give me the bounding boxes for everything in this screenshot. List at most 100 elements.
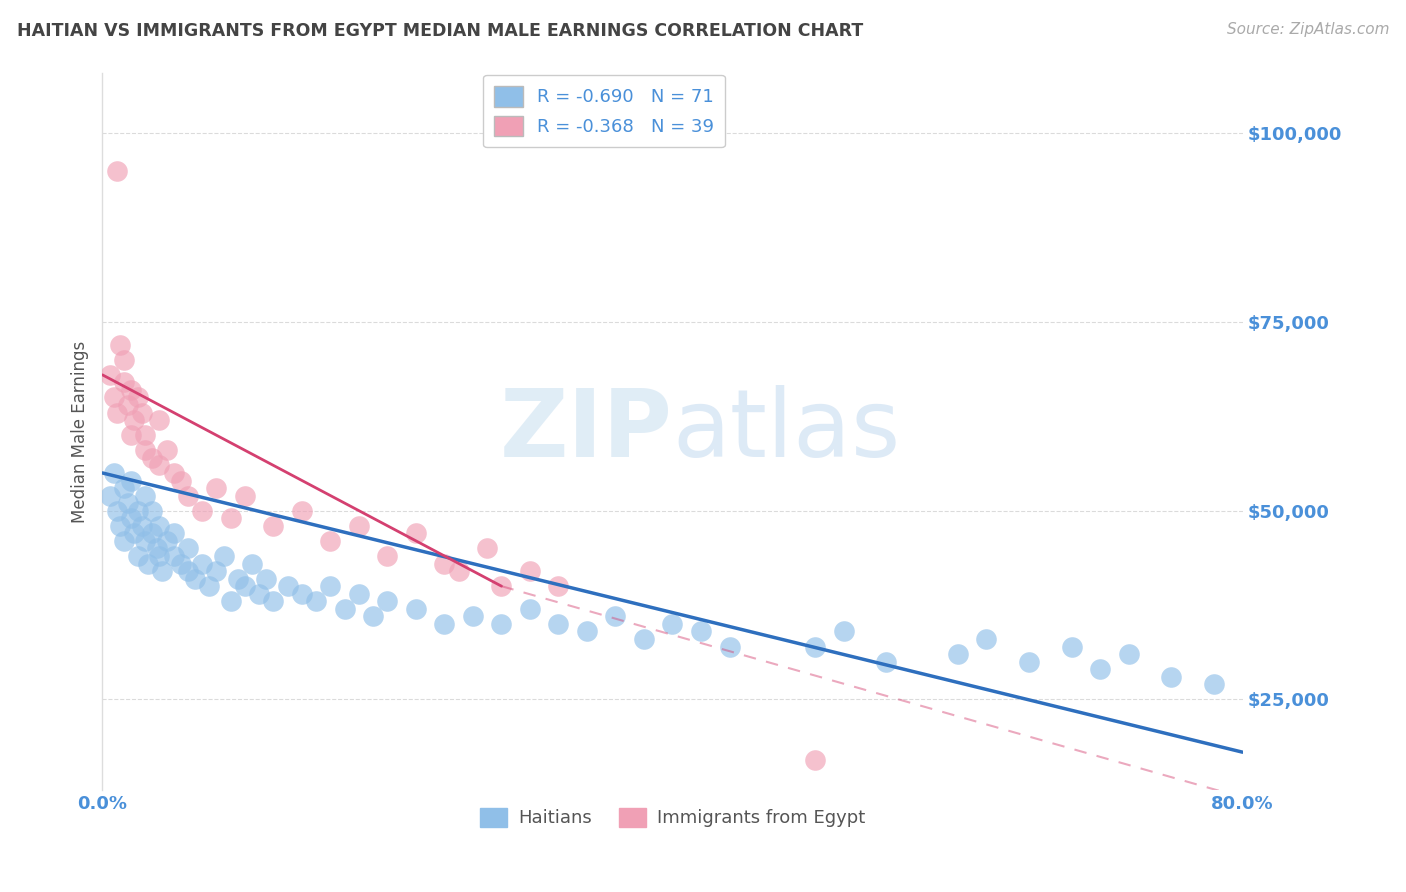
- Point: [163, 549, 186, 563]
- Point: [1118, 647, 1140, 661]
- Point: [291, 504, 314, 518]
- Point: [148, 413, 170, 427]
- Point: [461, 609, 484, 624]
- Point: [112, 376, 135, 390]
- Point: [131, 406, 153, 420]
- Point: [875, 655, 897, 669]
- Point: [191, 557, 214, 571]
- Point: [105, 504, 128, 518]
- Point: [122, 413, 145, 427]
- Point: [117, 496, 139, 510]
- Point: [177, 541, 200, 556]
- Point: [170, 557, 193, 571]
- Point: [112, 533, 135, 548]
- Point: [262, 518, 284, 533]
- Point: [377, 549, 399, 563]
- Point: [134, 533, 156, 548]
- Point: [98, 368, 121, 382]
- Point: [262, 594, 284, 608]
- Point: [347, 587, 370, 601]
- Point: [108, 518, 131, 533]
- Point: [136, 557, 159, 571]
- Point: [212, 549, 235, 563]
- Point: [120, 511, 142, 525]
- Point: [205, 564, 228, 578]
- Point: [319, 579, 342, 593]
- Point: [361, 609, 384, 624]
- Point: [974, 632, 997, 646]
- Point: [148, 458, 170, 473]
- Point: [718, 640, 741, 654]
- Point: [405, 526, 427, 541]
- Point: [205, 481, 228, 495]
- Point: [148, 549, 170, 563]
- Point: [141, 450, 163, 465]
- Point: [112, 352, 135, 367]
- Text: ZIP: ZIP: [499, 385, 672, 477]
- Point: [547, 616, 569, 631]
- Point: [150, 564, 173, 578]
- Point: [277, 579, 299, 593]
- Point: [291, 587, 314, 601]
- Text: atlas: atlas: [672, 385, 901, 477]
- Point: [219, 511, 242, 525]
- Point: [134, 443, 156, 458]
- Point: [98, 489, 121, 503]
- Point: [108, 337, 131, 351]
- Point: [633, 632, 655, 646]
- Point: [141, 526, 163, 541]
- Point: [477, 541, 499, 556]
- Point: [141, 504, 163, 518]
- Point: [120, 474, 142, 488]
- Point: [333, 602, 356, 616]
- Point: [377, 594, 399, 608]
- Point: [240, 557, 263, 571]
- Point: [120, 428, 142, 442]
- Point: [117, 398, 139, 412]
- Y-axis label: Median Male Earnings: Median Male Earnings: [72, 341, 89, 523]
- Point: [547, 579, 569, 593]
- Point: [145, 541, 167, 556]
- Point: [127, 391, 149, 405]
- Point: [155, 533, 177, 548]
- Point: [134, 428, 156, 442]
- Point: [491, 616, 513, 631]
- Point: [1018, 655, 1040, 669]
- Point: [184, 572, 207, 586]
- Point: [163, 466, 186, 480]
- Point: [148, 518, 170, 533]
- Point: [105, 164, 128, 178]
- Point: [233, 579, 256, 593]
- Point: [233, 489, 256, 503]
- Point: [122, 526, 145, 541]
- Point: [804, 640, 827, 654]
- Point: [103, 466, 125, 480]
- Point: [305, 594, 328, 608]
- Point: [127, 549, 149, 563]
- Point: [690, 624, 713, 639]
- Point: [804, 753, 827, 767]
- Point: [226, 572, 249, 586]
- Point: [575, 624, 598, 639]
- Point: [163, 526, 186, 541]
- Point: [254, 572, 277, 586]
- Point: [1060, 640, 1083, 654]
- Point: [134, 489, 156, 503]
- Point: [103, 391, 125, 405]
- Point: [1160, 670, 1182, 684]
- Point: [1202, 677, 1225, 691]
- Point: [433, 557, 456, 571]
- Point: [247, 587, 270, 601]
- Point: [447, 564, 470, 578]
- Point: [155, 443, 177, 458]
- Legend: Haitians, Immigrants from Egypt: Haitians, Immigrants from Egypt: [472, 801, 872, 835]
- Point: [433, 616, 456, 631]
- Point: [491, 579, 513, 593]
- Point: [177, 564, 200, 578]
- Point: [347, 518, 370, 533]
- Point: [219, 594, 242, 608]
- Point: [177, 489, 200, 503]
- Point: [191, 504, 214, 518]
- Point: [519, 602, 541, 616]
- Point: [519, 564, 541, 578]
